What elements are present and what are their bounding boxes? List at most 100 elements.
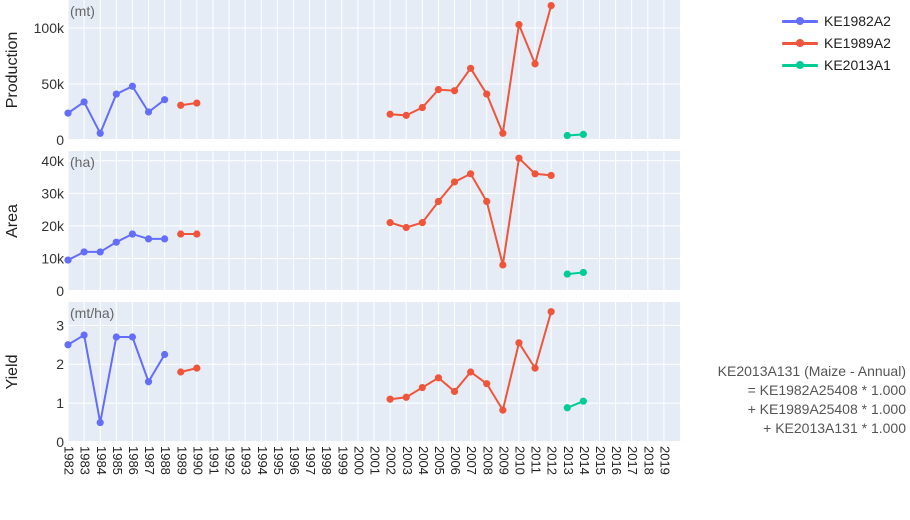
legend-item-ke1989a2[interactable]: KE1989A2	[780, 32, 891, 54]
legend-item-ke1982a2[interactable]: KE1982A2	[780, 10, 891, 32]
legend-swatch-icon	[780, 14, 820, 28]
data-point	[64, 256, 72, 264]
data-point	[177, 101, 185, 109]
data-point	[483, 90, 491, 98]
data-point	[579, 268, 587, 277]
x-tick-label: 1998	[319, 446, 334, 475]
x-tick-label: 2004	[416, 446, 431, 475]
data-point	[499, 406, 507, 414]
x-tick-label: 1995	[271, 446, 286, 475]
x-tick-label: 2015	[593, 446, 608, 475]
legend-label: KE1989A2	[824, 35, 891, 51]
y-tick-label: 100k	[34, 20, 65, 36]
data-point	[515, 154, 523, 162]
data-point	[450, 87, 459, 95]
data-point	[144, 235, 153, 243]
x-tick-label: 1984	[94, 446, 109, 475]
x-tick-label: 1994	[255, 446, 270, 475]
x-tick-label: 2006	[448, 446, 463, 475]
x-tick-label: 1990	[190, 446, 205, 475]
formula-annotation: KE2013A131 (Maize - Annual) = KE1982A254…	[718, 362, 906, 438]
data-point	[80, 98, 88, 106]
data-point	[434, 86, 443, 94]
unit-label: (mt)	[70, 3, 95, 19]
data-point	[563, 404, 571, 412]
y-tick-label: 0	[56, 132, 64, 148]
data-point	[499, 261, 507, 269]
data-point	[161, 350, 169, 359]
y-axis-title: Area	[4, 204, 21, 238]
data-point	[547, 308, 555, 316]
data-point	[579, 130, 587, 138]
x-tick-label: 1982	[62, 446, 77, 475]
data-point	[96, 248, 104, 256]
x-tick-label: 1989	[174, 446, 189, 475]
data-point	[177, 368, 185, 376]
data-point	[128, 333, 137, 341]
data-point	[161, 96, 169, 104]
data-point	[80, 248, 88, 256]
y-tick-label: 2	[56, 356, 64, 372]
x-tick-label: 1991	[207, 446, 222, 475]
x-tick-label: 1985	[110, 446, 125, 475]
y-tick-label: 40k	[41, 153, 65, 169]
x-tick-label: 1993	[239, 446, 254, 475]
data-point	[112, 333, 120, 341]
x-tick-label: 2005	[432, 446, 447, 475]
y-tick-label: 0	[56, 283, 64, 299]
y-tick-label: 20k	[41, 218, 65, 234]
x-tick-label: 2001	[368, 446, 383, 475]
data-point	[161, 235, 169, 243]
data-point	[402, 393, 410, 401]
data-point	[450, 387, 459, 396]
x-tick-label: 1983	[78, 446, 93, 475]
data-point	[547, 2, 555, 10]
data-point	[499, 129, 507, 137]
formula-term: + KE1989A25408 * 1.000	[747, 401, 906, 417]
data-point	[418, 103, 426, 112]
data-point	[128, 82, 137, 90]
x-tick-label: 2014	[577, 446, 592, 475]
x-tick-label: 1987	[142, 446, 157, 475]
data-point	[144, 108, 153, 116]
formula-term: = KE1982A25408 * 1.000	[747, 382, 906, 398]
unit-label: (mt/ha)	[70, 305, 114, 321]
data-point	[547, 171, 555, 180]
data-point	[563, 270, 571, 278]
data-point	[386, 110, 394, 118]
y-tick-label: 3	[56, 317, 64, 333]
x-tick-label: 1999	[335, 446, 350, 475]
data-point	[402, 223, 410, 232]
data-point	[563, 131, 571, 140]
data-point	[515, 21, 523, 29]
y-axis-title: Yield	[4, 355, 21, 390]
data-point	[144, 378, 153, 386]
x-tick-label: 2019	[657, 446, 672, 475]
x-tick-label: 2007	[464, 446, 479, 475]
formula-term: + KE2013A131 * 1.000	[763, 420, 906, 436]
chart-legend: KE1982A2 KE1989A2 KE2013A1	[780, 10, 891, 76]
data-point	[483, 197, 491, 206]
data-point	[193, 99, 201, 107]
y-tick-label: 0	[56, 434, 64, 450]
data-point	[450, 178, 459, 186]
data-point	[193, 364, 201, 372]
x-tick-label: 2010	[513, 446, 528, 475]
legend-swatch-icon	[780, 58, 820, 72]
x-tick-label: 1996	[287, 446, 302, 475]
legend-item-ke2013a1[interactable]: KE2013A1	[780, 54, 891, 76]
data-point	[531, 364, 539, 372]
data-point	[467, 368, 475, 376]
x-tick-label: 2002	[384, 446, 399, 475]
x-tick-label: 2017	[625, 446, 640, 475]
data-point	[112, 90, 120, 98]
data-point	[483, 380, 491, 388]
x-tick-label: 2012	[545, 446, 560, 475]
legend-label: KE2013A1	[824, 57, 891, 73]
x-tick-label: 2009	[496, 446, 511, 475]
x-tick-label: 2018	[641, 446, 656, 475]
data-point	[193, 230, 201, 238]
data-point	[80, 331, 88, 339]
legend-label: KE1982A2	[824, 13, 891, 29]
x-tick-label: 2003	[400, 446, 415, 475]
